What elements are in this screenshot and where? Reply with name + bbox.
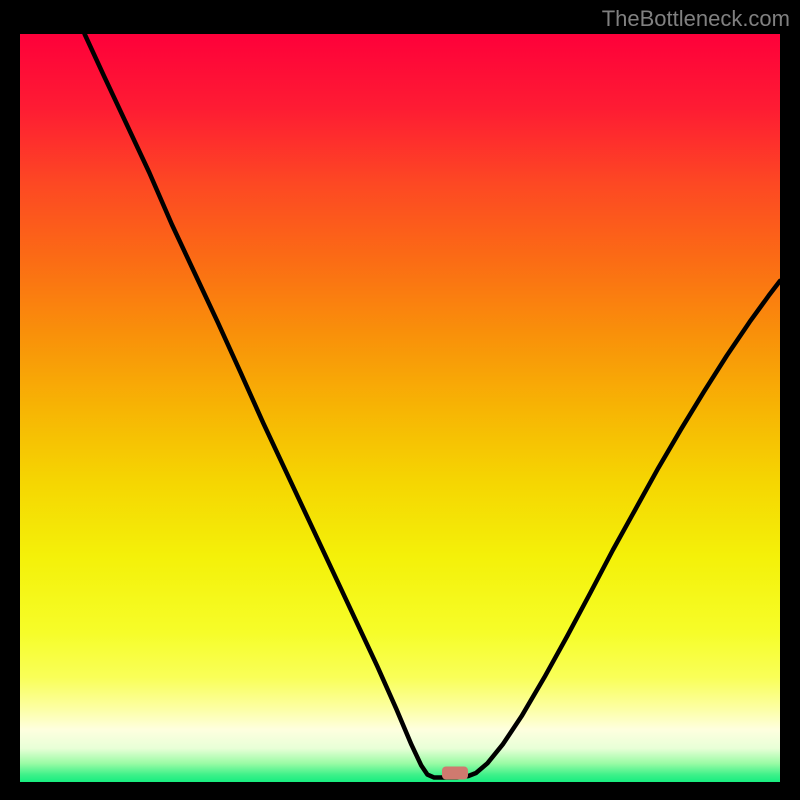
bottleneck-curve <box>20 34 780 782</box>
watermark-text: TheBottleneck.com <box>602 6 790 32</box>
optimal-marker <box>442 767 468 780</box>
chart-container: TheBottleneck.com <box>0 0 800 800</box>
plot-frame <box>20 34 780 782</box>
